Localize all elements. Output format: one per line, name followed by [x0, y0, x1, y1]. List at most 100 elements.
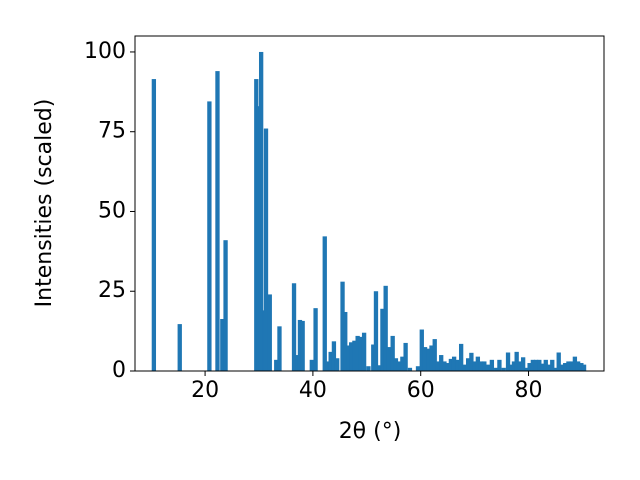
bar	[435, 361, 441, 371]
bar	[520, 357, 526, 371]
bar	[455, 359, 460, 371]
bar	[256, 106, 261, 371]
plot-frame	[134, 35, 605, 372]
y-tick-label: 0	[112, 358, 126, 383]
bar	[343, 311, 348, 371]
bar	[373, 291, 379, 371]
bar	[581, 364, 587, 371]
bar	[559, 364, 565, 371]
bar	[517, 361, 523, 371]
bar	[390, 335, 395, 371]
bar	[458, 343, 464, 371]
bar	[445, 363, 450, 371]
bar	[465, 358, 471, 371]
bar	[361, 332, 367, 371]
bar	[505, 352, 511, 371]
bar	[400, 356, 405, 371]
bar	[530, 359, 535, 371]
bar	[485, 364, 491, 371]
bar	[527, 363, 532, 371]
bar	[380, 308, 385, 371]
x-tick-label: 40	[299, 378, 327, 403]
bar	[177, 324, 182, 371]
bar	[514, 351, 519, 371]
y-axis-label: Intensities (scaled)	[32, 99, 57, 308]
bar	[371, 344, 376, 371]
bar	[295, 355, 300, 371]
bar	[475, 356, 481, 371]
bar	[300, 320, 305, 371]
bar	[556, 352, 561, 371]
x-tick-label: 20	[191, 378, 219, 403]
bar	[579, 363, 584, 371]
bar	[415, 366, 421, 371]
bar	[546, 364, 552, 371]
bar	[563, 363, 568, 371]
bar	[349, 342, 354, 371]
bar	[501, 367, 506, 371]
bar	[340, 281, 345, 371]
bar	[543, 359, 548, 371]
x-tick-label: 60	[407, 378, 435, 403]
bar	[482, 361, 487, 371]
bar	[403, 342, 408, 371]
bar	[346, 345, 351, 371]
x-axis-label: 2θ (°)	[339, 419, 402, 444]
bar	[419, 329, 424, 371]
y-tick-label: 25	[98, 278, 126, 303]
bar	[566, 361, 571, 371]
bar	[533, 359, 539, 371]
y-tick-label: 50	[98, 198, 126, 223]
bar	[331, 341, 337, 371]
bar	[220, 318, 225, 371]
bar	[334, 358, 340, 371]
bar	[575, 361, 581, 371]
bar	[383, 285, 388, 371]
bar	[258, 51, 264, 371]
bar	[469, 352, 474, 371]
bar	[325, 361, 331, 371]
bar	[448, 358, 454, 371]
bar	[328, 351, 333, 371]
bar	[494, 367, 499, 371]
bar	[429, 345, 434, 371]
bar	[511, 361, 517, 371]
bar	[322, 236, 327, 371]
bar	[396, 361, 402, 371]
bar	[472, 361, 477, 371]
bar	[451, 356, 457, 371]
bar	[537, 359, 542, 371]
bar	[393, 358, 399, 371]
bar	[215, 71, 220, 371]
bar	[277, 326, 282, 371]
bar	[407, 367, 413, 371]
bar	[553, 367, 558, 371]
bar	[426, 348, 431, 371]
bar	[422, 347, 428, 371]
bar	[432, 339, 437, 371]
bar	[377, 365, 382, 371]
bar	[352, 340, 357, 371]
bar	[462, 364, 468, 371]
bar	[509, 364, 514, 371]
bar	[151, 79, 157, 372]
bar	[223, 240, 228, 371]
bar	[442, 361, 447, 371]
bar	[386, 347, 392, 371]
bar	[207, 101, 212, 372]
bar	[366, 366, 371, 371]
bar	[550, 359, 555, 371]
x-tick-label: 80	[515, 378, 543, 403]
bar	[313, 308, 318, 371]
bar	[478, 361, 484, 371]
bar	[291, 283, 297, 371]
bar	[297, 319, 303, 371]
bar	[263, 128, 269, 371]
bar	[355, 335, 360, 371]
bar	[267, 294, 272, 371]
bar	[439, 355, 444, 371]
bar	[569, 361, 574, 371]
bar	[309, 359, 314, 371]
bar	[358, 336, 364, 371]
